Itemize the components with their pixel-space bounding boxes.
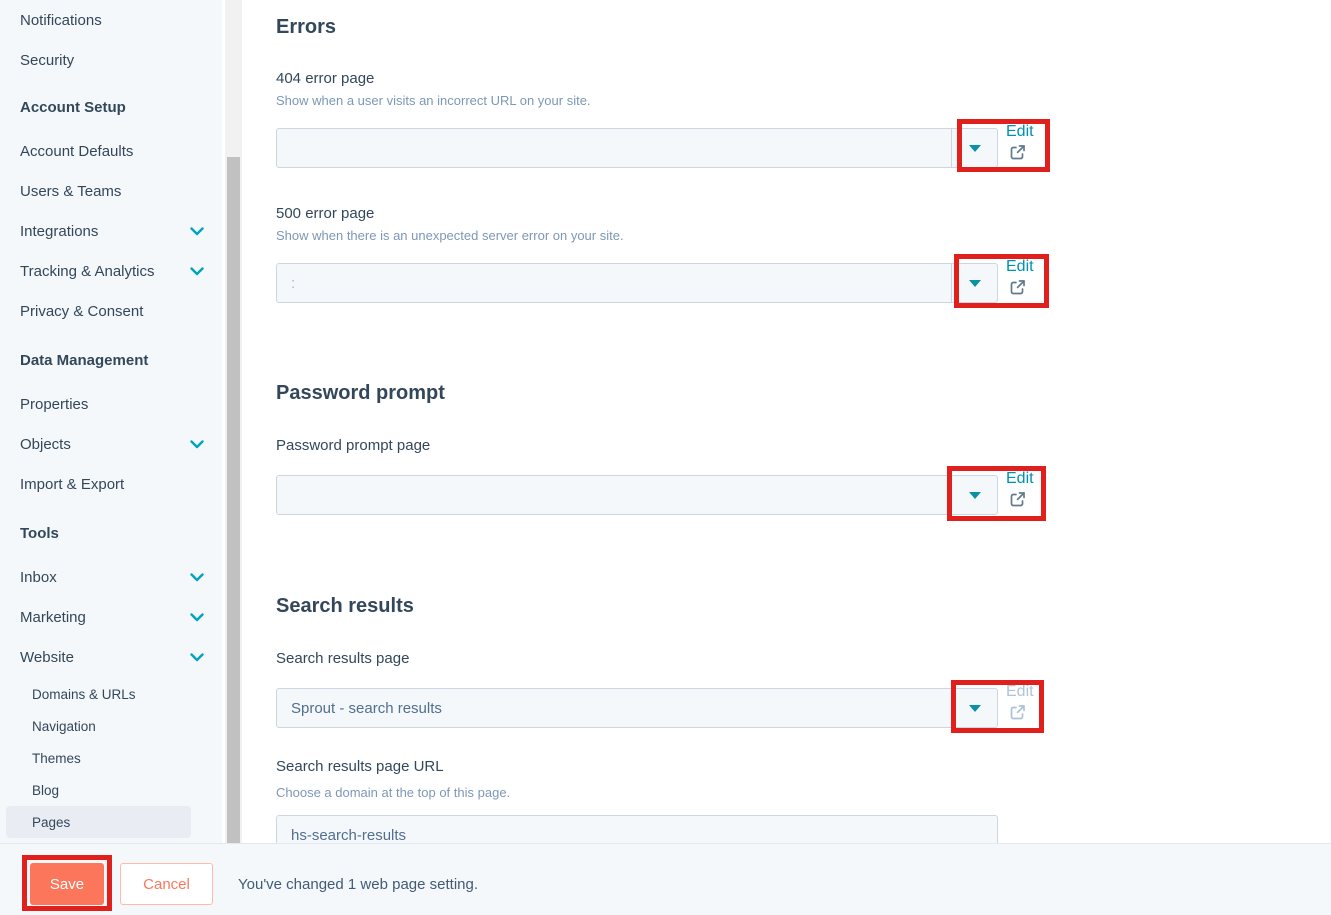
sidebar-header-label: Account Setup	[20, 98, 126, 116]
404-error-page-select[interactable]	[276, 128, 998, 168]
sidebar-item-website[interactable]: Website	[0, 637, 222, 677]
cancel-button[interactable]: Cancel	[120, 863, 213, 905]
sidebar-header-data-management: Data Management	[0, 340, 222, 380]
sidebar-item-label: Marketing	[20, 608, 86, 626]
sidebar-item-pages[interactable]: Pages	[6, 806, 191, 838]
select-value: Sprout - search results	[291, 699, 442, 717]
sidebar-item-label: Integrations	[20, 222, 99, 240]
settings-sidebar: Notifications Security Account Setup Acc…	[0, 0, 222, 843]
errors-section-title: Errors	[276, 16, 337, 38]
scrollbar-thumb[interactable]	[227, 157, 240, 843]
password-prompt-page-select[interactable]	[276, 475, 998, 515]
sidebar-item-notifications[interactable]: Notifications	[0, 0, 222, 40]
sidebar-item-themes[interactable]: Themes	[6, 742, 191, 774]
sidebar-item-label: Account Defaults	[20, 142, 134, 160]
sidebar-item-users-teams[interactable]: Users & Teams	[0, 171, 222, 211]
sidebar-item-label: Tracking & Analytics	[20, 262, 155, 280]
sidebar-item-label: Objects	[20, 435, 71, 453]
sidebar-item-label: Domains & URLs	[32, 686, 136, 702]
sidebar-header-label: Data Management	[20, 351, 149, 369]
404-error-page-description: Show when a user visits an incorrect URL…	[276, 93, 591, 108]
select-value	[277, 129, 951, 167]
select-value: :	[291, 274, 296, 292]
chevron-down-icon	[190, 652, 204, 662]
password-section-title: Password prompt	[276, 382, 445, 404]
sidebar-item-label: Website	[20, 648, 74, 666]
sidebar-item-import-export[interactable]: Import & Export	[0, 464, 222, 504]
external-link-icon[interactable]	[1009, 279, 1034, 296]
caret-down-icon[interactable]	[951, 264, 997, 302]
500-error-page-select[interactable]: :	[276, 263, 998, 303]
caret-down-icon[interactable]	[951, 476, 997, 514]
500-error-page-description: Show when there is an unexpected server …	[276, 228, 624, 243]
scrollbar-track[interactable]	[225, 0, 242, 843]
edit-link[interactable]: Edit	[1006, 123, 1034, 140]
sidebar-item-label: Security	[20, 51, 75, 69]
search-results-url-description: Choose a domain at the top of this page.	[276, 785, 511, 800]
sidebar-item-integrations[interactable]: Integrations	[0, 211, 222, 251]
sidebar-item-objects[interactable]: Objects	[0, 424, 222, 464]
sidebar-header-account-setup: Account Setup	[0, 87, 222, 127]
search-edit-controls: Edit	[1006, 683, 1034, 721]
sidebar-item-security[interactable]: Security	[0, 40, 222, 80]
sidebar-item-label: Properties	[20, 395, 89, 413]
chevron-down-icon	[190, 572, 204, 582]
sidebar-header-tools: Tools	[0, 513, 222, 553]
caret-down-icon[interactable]	[951, 689, 997, 727]
sidebar-item-marketing[interactable]: Marketing	[0, 597, 222, 637]
password-edit-controls: Edit	[1006, 470, 1034, 508]
settings-footer: Save Cancel You've changed 1 web page se…	[0, 843, 1331, 915]
sidebar-item-label: Import & Export	[20, 475, 125, 493]
chevron-down-icon	[190, 226, 204, 236]
sidebar-item-account-defaults[interactable]: Account Defaults	[0, 131, 222, 171]
edit-link[interactable]: Edit	[1006, 470, 1034, 487]
input-value: hs-search-results	[291, 826, 407, 844]
sidebar-item-blog[interactable]: Blog	[6, 774, 191, 806]
404-edit-controls: Edit	[1006, 123, 1034, 161]
sidebar-item-label: Privacy & Consent	[20, 302, 144, 320]
sidebar-item-label: Users & Teams	[20, 182, 122, 200]
search-results-url-label: Search results page URL	[276, 758, 444, 775]
search-results-page-label: Search results page	[276, 650, 410, 667]
sidebar-header-label: Tools	[20, 524, 59, 542]
sidebar-item-privacy-consent[interactable]: Privacy & Consent	[0, 291, 222, 331]
chevron-down-icon	[190, 266, 204, 276]
sidebar-item-label: Themes	[32, 750, 81, 766]
external-link-icon[interactable]	[1009, 491, 1034, 508]
edit-link[interactable]: Edit	[1006, 258, 1034, 275]
unsaved-changes-message: You've changed 1 web page setting.	[238, 875, 478, 893]
caret-down-icon[interactable]	[951, 129, 997, 167]
sidebar-item-domains-urls[interactable]: Domains & URLs	[6, 678, 191, 710]
search-results-page-select[interactable]: Sprout - search results	[276, 688, 998, 728]
select-value	[277, 476, 951, 514]
external-link-icon	[1009, 704, 1034, 721]
sidebar-item-label: Notifications	[20, 11, 102, 29]
external-link-icon[interactable]	[1009, 144, 1034, 161]
search-section-title: Search results	[276, 595, 414, 617]
sidebar-item-label: Pages	[32, 814, 71, 830]
sidebar-item-inbox[interactable]: Inbox	[0, 557, 222, 597]
sidebar-item-navigation[interactable]: Navigation	[6, 710, 191, 742]
chevron-down-icon	[190, 612, 204, 622]
password-prompt-page-label: Password prompt page	[276, 437, 431, 454]
sidebar-item-properties[interactable]: Properties	[0, 384, 222, 424]
sidebar-item-label: Inbox	[20, 568, 57, 586]
chevron-down-icon	[190, 439, 204, 449]
sidebar-item-tracking-analytics[interactable]: Tracking & Analytics	[0, 251, 222, 291]
sidebar-item-label: Blog	[32, 782, 60, 798]
save-button[interactable]: Save	[30, 863, 104, 905]
404-error-page-label: 404 error page	[276, 70, 375, 87]
edit-link-disabled: Edit	[1006, 683, 1034, 700]
500-error-page-label: 500 error page	[276, 205, 375, 222]
500-edit-controls: Edit	[1006, 258, 1034, 296]
sidebar-item-label: Navigation	[32, 718, 96, 734]
